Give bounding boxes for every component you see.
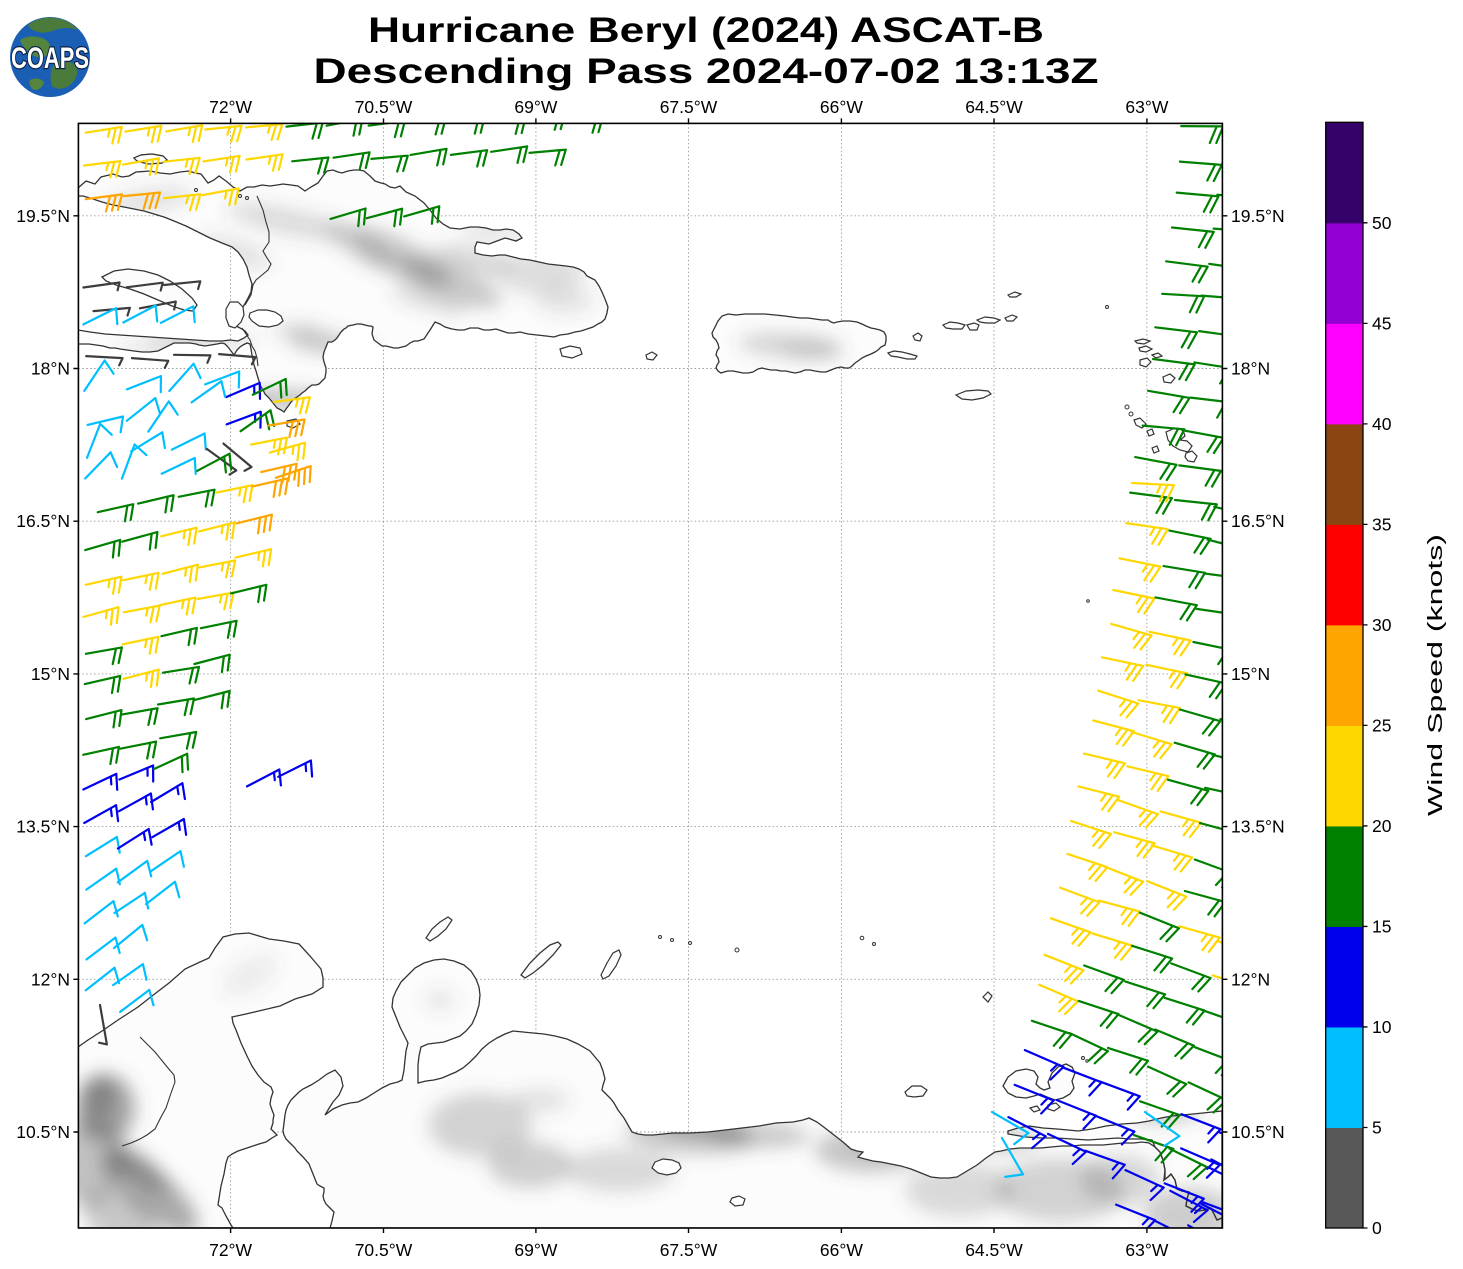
svg-text:67.5°W: 67.5°W xyxy=(660,97,718,117)
svg-text:18°N: 18°N xyxy=(31,359,70,379)
svg-text:18°N: 18°N xyxy=(1231,359,1270,379)
svg-text:10: 10 xyxy=(1372,1017,1392,1037)
svg-text:Hurricane Beryl (2024) ASCAT-B: Hurricane Beryl (2024) ASCAT-B xyxy=(368,11,1044,50)
svg-text:12°N: 12°N xyxy=(31,969,70,989)
svg-text:66°W: 66°W xyxy=(820,1240,863,1260)
svg-text:45: 45 xyxy=(1372,313,1391,333)
svg-text:70.5°W: 70.5°W xyxy=(355,1240,413,1260)
svg-text:35: 35 xyxy=(1372,514,1391,534)
svg-text:19.5°N: 19.5°N xyxy=(1231,206,1285,226)
svg-text:15: 15 xyxy=(1372,916,1391,936)
svg-text:Wind Speed (knots): Wind Speed (knots) xyxy=(1425,534,1447,816)
svg-text:Descending Pass 2024-07-02 13:: Descending Pass 2024-07-02 13:13Z xyxy=(314,52,1099,91)
svg-text:COAPS: COAPS xyxy=(11,42,89,75)
svg-text:15°N: 15°N xyxy=(31,664,70,684)
svg-text:13.5°N: 13.5°N xyxy=(16,817,70,837)
svg-text:25: 25 xyxy=(1372,715,1391,735)
svg-text:63°W: 63°W xyxy=(1125,97,1168,117)
svg-text:10.5°N: 10.5°N xyxy=(16,1122,70,1142)
svg-text:19.5°N: 19.5°N xyxy=(16,206,70,226)
svg-text:69°W: 69°W xyxy=(514,97,557,117)
svg-text:64.5°W: 64.5°W xyxy=(965,97,1023,117)
svg-text:10.5°N: 10.5°N xyxy=(1231,1122,1285,1142)
svg-text:67.5°W: 67.5°W xyxy=(660,1240,718,1260)
svg-text:69°W: 69°W xyxy=(514,1240,557,1260)
svg-text:50: 50 xyxy=(1372,213,1392,233)
svg-text:15°N: 15°N xyxy=(1231,664,1270,684)
svg-text:70.5°W: 70.5°W xyxy=(355,97,413,117)
svg-text:63°W: 63°W xyxy=(1125,1240,1168,1260)
svg-text:5: 5 xyxy=(1372,1117,1382,1137)
svg-text:66°W: 66°W xyxy=(820,97,863,117)
svg-text:16.5°N: 16.5°N xyxy=(1231,511,1285,531)
svg-text:13.5°N: 13.5°N xyxy=(1231,817,1285,837)
svg-text:40: 40 xyxy=(1372,414,1392,434)
svg-text:64.5°W: 64.5°W xyxy=(965,1240,1023,1260)
svg-text:12°N: 12°N xyxy=(1231,969,1270,989)
svg-text:30: 30 xyxy=(1372,615,1392,635)
svg-text:16.5°N: 16.5°N xyxy=(16,511,70,531)
svg-text:0: 0 xyxy=(1372,1218,1382,1238)
svg-text:20: 20 xyxy=(1372,816,1392,836)
svg-text:72°W: 72°W xyxy=(209,97,252,117)
svg-text:72°W: 72°W xyxy=(209,1240,252,1260)
